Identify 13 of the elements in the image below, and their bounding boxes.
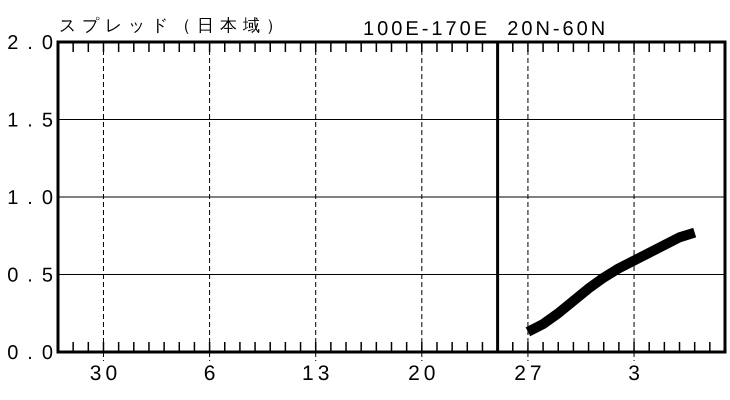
y-tick-label: 2.0 [7, 32, 62, 54]
x-tick-label: 20 [408, 362, 440, 385]
x-tick-label: 13 [302, 362, 334, 385]
x-tick-label: 3 [628, 362, 644, 385]
x-tick-label: 6 [204, 362, 220, 385]
chart-title: スプレッド（日本域） [59, 16, 289, 36]
y-tick-label: 0.5 [7, 264, 62, 286]
y-tick-label: 0.0 [7, 342, 62, 364]
y-tick-label: 1.0 [7, 187, 62, 209]
y-tick-label: 1.5 [7, 110, 62, 132]
chart-subtitle: 100E-170E 20N-60N [363, 18, 608, 40]
x-tick-label: 27 [514, 362, 546, 385]
x-tick-label: 30 [90, 362, 122, 385]
